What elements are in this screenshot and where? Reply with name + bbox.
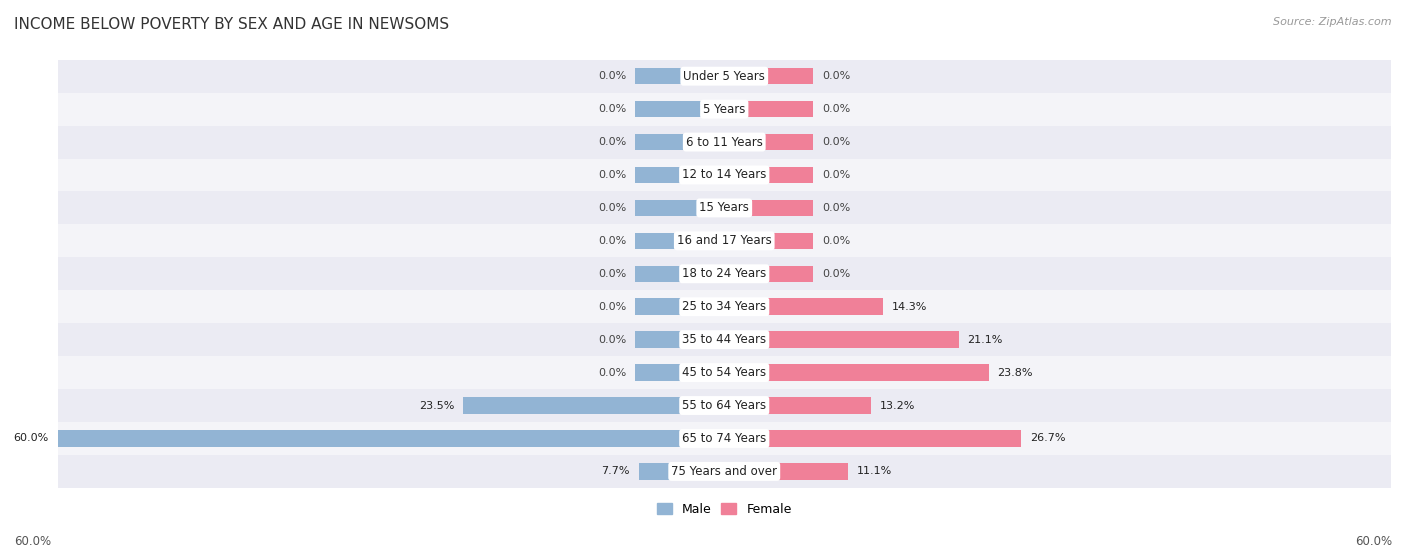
Bar [636,167,724,183]
Text: 0.0%: 0.0% [823,137,851,147]
Bar [638,463,724,480]
Text: 0.0%: 0.0% [598,269,627,279]
Text: 0.0%: 0.0% [823,269,851,279]
Text: 60.0%: 60.0% [1355,535,1392,548]
Bar [58,430,724,447]
Bar [724,167,813,183]
Bar [724,299,883,315]
Bar [724,397,870,414]
Bar [636,299,724,315]
Bar [58,126,1391,159]
Bar [724,101,813,117]
Bar [636,266,724,282]
Text: 23.5%: 23.5% [419,401,454,410]
Bar [636,200,724,216]
Bar [58,257,1391,290]
Text: 45 to 54 Years: 45 to 54 Years [682,366,766,379]
Text: Under 5 Years: Under 5 Years [683,70,765,83]
Bar [724,200,813,216]
Bar [58,93,1391,126]
Text: 65 to 74 Years: 65 to 74 Years [682,432,766,445]
Text: 7.7%: 7.7% [602,466,630,476]
Bar [58,290,1391,323]
Text: 5 Years: 5 Years [703,103,745,116]
Text: 75 Years and over: 75 Years and over [671,465,778,478]
Bar [636,101,724,117]
Text: 0.0%: 0.0% [598,170,627,180]
Text: 16 and 17 Years: 16 and 17 Years [676,234,772,248]
Text: 35 to 44 Years: 35 to 44 Years [682,333,766,346]
Text: 26.7%: 26.7% [1029,433,1066,443]
Text: 21.1%: 21.1% [967,335,1002,345]
Bar [724,266,813,282]
Text: 25 to 34 Years: 25 to 34 Years [682,300,766,313]
Bar [58,389,1391,422]
Text: 0.0%: 0.0% [598,203,627,213]
Bar [724,463,848,480]
Bar [58,356,1391,389]
Text: 0.0%: 0.0% [598,368,627,377]
Text: 60.0%: 60.0% [14,535,51,548]
Text: Source: ZipAtlas.com: Source: ZipAtlas.com [1274,17,1392,27]
Text: 0.0%: 0.0% [598,104,627,114]
Bar [58,159,1391,191]
Bar [58,455,1391,488]
Text: 6 to 11 Years: 6 to 11 Years [686,135,762,149]
Text: 0.0%: 0.0% [598,335,627,345]
Text: 0.0%: 0.0% [598,137,627,147]
Text: 11.1%: 11.1% [856,466,891,476]
Bar [58,323,1391,356]
Text: 23.8%: 23.8% [998,368,1033,377]
Text: 13.2%: 13.2% [880,401,915,410]
Bar [58,422,1391,455]
Text: 0.0%: 0.0% [598,302,627,312]
Text: 0.0%: 0.0% [598,71,627,81]
Text: 14.3%: 14.3% [891,302,928,312]
Bar [724,233,813,249]
Bar [58,191,1391,224]
Bar [636,134,724,150]
Bar [724,430,1021,447]
Bar [636,364,724,381]
Text: 0.0%: 0.0% [823,236,851,246]
Bar [636,68,724,84]
Legend: Male, Female: Male, Female [657,503,792,516]
Text: 60.0%: 60.0% [14,433,49,443]
Text: 0.0%: 0.0% [823,203,851,213]
Text: 0.0%: 0.0% [598,236,627,246]
Bar [463,397,724,414]
Text: 0.0%: 0.0% [823,170,851,180]
Text: 55 to 64 Years: 55 to 64 Years [682,399,766,412]
Bar [724,68,813,84]
Text: 15 Years: 15 Years [699,201,749,215]
Bar [58,224,1391,257]
Text: 0.0%: 0.0% [823,71,851,81]
Text: 18 to 24 Years: 18 to 24 Years [682,267,766,280]
Text: 0.0%: 0.0% [823,104,851,114]
Bar [724,134,813,150]
Bar [724,364,988,381]
Text: INCOME BELOW POVERTY BY SEX AND AGE IN NEWSOMS: INCOME BELOW POVERTY BY SEX AND AGE IN N… [14,17,449,32]
Text: 12 to 14 Years: 12 to 14 Years [682,168,766,182]
Bar [636,331,724,348]
Bar [636,233,724,249]
Bar [724,331,959,348]
Bar [58,60,1391,93]
